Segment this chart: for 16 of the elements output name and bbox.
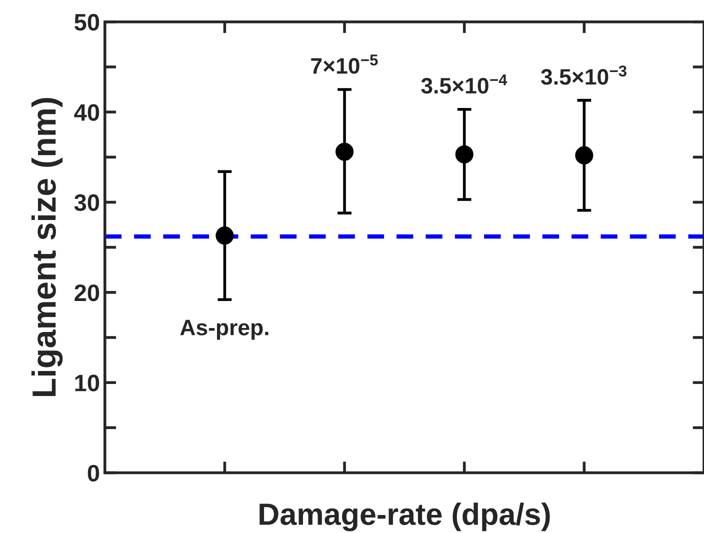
y-tick-label: 0 — [88, 464, 100, 482]
y-tick-label: 50 — [74, 14, 100, 31]
point — [455, 145, 474, 164]
y-tick-label: 20 — [74, 284, 100, 302]
point — [216, 226, 234, 245]
point — [336, 142, 354, 161]
x-axis-title: Damage-rate (dpa/s) — [260, 502, 550, 532]
annotation: As-prep. — [180, 320, 268, 340]
y-tick-label: 10 — [75, 374, 100, 392]
annotation: 3.5×10$^{−3}$ — [541, 65, 626, 85]
y-tick-label: 40 — [74, 104, 100, 121]
point — [575, 146, 594, 164]
annotation: 3.5×10$^{−4}$ — [421, 74, 508, 94]
annotation: 7×10$^{−5}$ — [311, 54, 378, 74]
y-axis-title: Ligament size (nm) — [31, 98, 63, 396]
y-tick-label: 30 — [74, 194, 100, 212]
